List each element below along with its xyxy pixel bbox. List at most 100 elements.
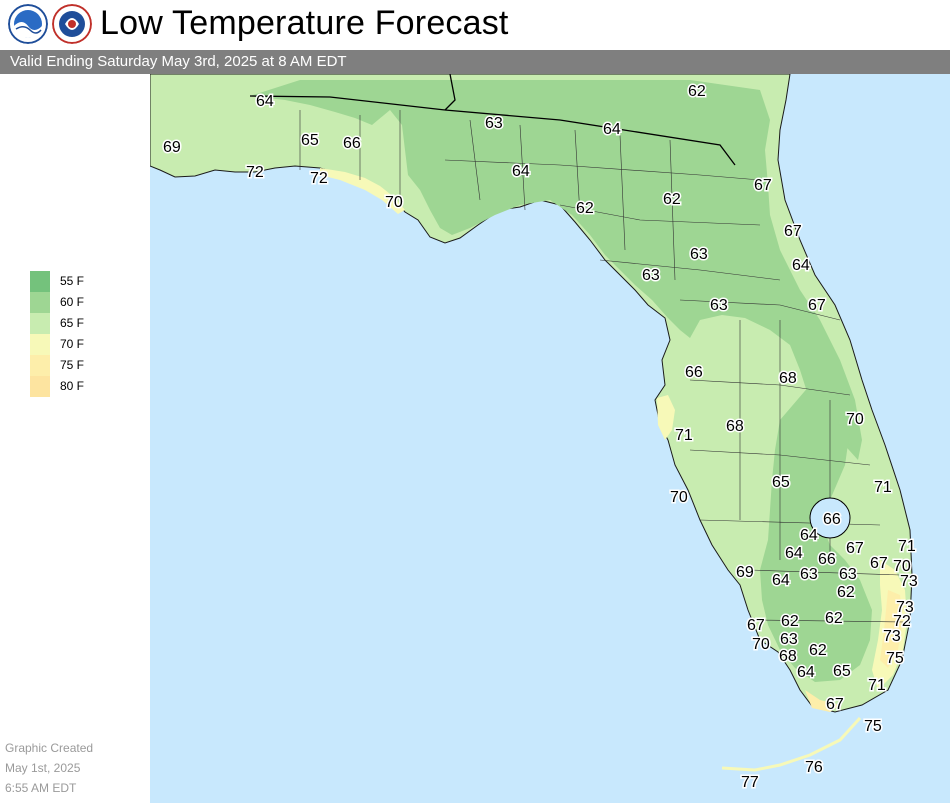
temp-label: 65 [772, 474, 790, 491]
temp-label: 76 [805, 759, 823, 776]
temp-label: 70 [385, 194, 403, 211]
temp-label: 63 [800, 566, 818, 583]
temp-label: 68 [779, 370, 797, 387]
temp-label: 64 [800, 527, 818, 544]
temp-label: 73 [900, 573, 918, 590]
temp-label: 70 [670, 489, 688, 506]
temp-label: 69 [736, 564, 754, 581]
zone-70-75-tampa [657, 395, 675, 440]
temp-label: 62 [809, 642, 827, 659]
state-border-al-fl [249, 95, 446, 111]
temp-label: 63 [485, 115, 503, 132]
legend-item: 70 F [30, 334, 140, 355]
temp-label: 62 [688, 83, 706, 100]
temp-label: 71 [874, 479, 892, 496]
temp-label: 62 [663, 191, 681, 208]
nws-logo [52, 4, 92, 44]
legend-item: 65 F [30, 313, 140, 334]
lake-okeechobee [809, 497, 851, 539]
temp-label: 62 [825, 610, 843, 627]
temp-label: 67 [870, 555, 888, 572]
temp-label: 75 [864, 718, 882, 735]
temp-label: 70 [752, 636, 770, 653]
legend-swatch [30, 334, 50, 355]
temp-label: 62 [781, 613, 799, 630]
forecast-map: 64 62 63 64 69 72 72 65 66 70 64 62 62 6… [150, 74, 950, 803]
legend-item: 80 F [30, 376, 140, 397]
temp-label: 63 [780, 631, 798, 648]
sidebar: 55 F 60 F 65 F 70 F 75 F 80 F Graphic Cr… [0, 74, 150, 803]
legend-label: 55 F [60, 274, 85, 288]
temp-label: 64 [792, 257, 810, 274]
temp-label: 67 [846, 540, 864, 557]
temp-label: 66 [685, 364, 703, 381]
legend-label: 75 F [60, 358, 85, 372]
graphic-created-date: May 1st, 2025 [5, 761, 81, 775]
temp-label: 67 [784, 223, 802, 240]
legend-item: 75 F [30, 355, 140, 376]
temperature-labels: 64 62 63 64 69 72 72 65 66 70 64 62 62 6… [162, 82, 920, 793]
temp-label: 67 [747, 617, 765, 634]
valid-time-bar: Valid Ending Saturday May 3rd, 2025 at 8… [0, 50, 950, 74]
county-lines [299, 110, 906, 623]
temp-label: 71 [675, 427, 693, 444]
temp-label: 67 [754, 177, 772, 194]
temp-label: 66 [343, 135, 361, 152]
temp-label: 70 [846, 411, 864, 428]
legend-swatch [30, 292, 50, 313]
temp-label: 67 [826, 696, 844, 713]
legend-label: 65 F [60, 316, 85, 330]
temp-label: 77 [741, 774, 759, 791]
temp-label: 62 [837, 584, 855, 601]
temp-label: 64 [797, 664, 815, 681]
noaa-logo [8, 4, 48, 44]
temp-label: 73 [883, 628, 901, 645]
temp-label: 66 [823, 511, 841, 528]
legend-label: 60 F [60, 295, 85, 309]
page-title: Low Temperature Forecast [100, 4, 509, 42]
temp-label: 72 [310, 170, 328, 187]
temp-label: 64 [512, 163, 530, 180]
temp-label: 70 [893, 558, 911, 575]
temp-label: 63 [839, 566, 857, 583]
temp-label: 69 [163, 139, 181, 156]
temp-label: 64 [603, 121, 621, 138]
temp-label: 65 [301, 132, 319, 149]
legend-label: 70 F [60, 337, 85, 351]
legend-item: 60 F [30, 292, 140, 313]
temp-label: 66 [818, 551, 836, 568]
temp-label: 65 [833, 663, 851, 680]
graphic-created-time: 6:55 AM EDT [5, 781, 77, 795]
legend-swatch [30, 313, 50, 334]
valid-time-text: Valid Ending Saturday May 3rd, 2025 at 8… [10, 53, 347, 70]
temp-label: 62 [576, 200, 594, 217]
temp-label: 68 [779, 648, 797, 665]
florida-keys [721, 716, 862, 772]
zone-70-75-keys [805, 690, 840, 712]
legend-swatch [30, 355, 50, 376]
temp-label: 72 [246, 164, 264, 181]
temp-label: 75 [886, 650, 904, 667]
legend-swatch [30, 376, 50, 397]
temp-label: 63 [642, 267, 660, 284]
temp-label: 64 [256, 93, 274, 110]
zone-60-65 [250, 80, 862, 460]
temp-label: 68 [726, 418, 744, 435]
temp-label: 73 [896, 599, 914, 616]
temp-label: 67 [808, 297, 826, 314]
legend-item: 55 F [30, 271, 140, 292]
temp-label: 71 [868, 677, 886, 694]
state-border-al-ga [444, 74, 456, 111]
temp-label: 64 [785, 545, 803, 562]
graphic-created-label: Graphic Created [5, 741, 94, 755]
legend-label: 80 F [60, 379, 85, 393]
temp-label: 72 [893, 613, 911, 630]
zone-75-80-east [880, 590, 903, 668]
temp-label: 64 [772, 572, 790, 589]
temp-label: 63 [690, 246, 708, 263]
temp-label: 71 [898, 538, 916, 555]
header: Low Temperature Forecast [0, 0, 950, 50]
legend-swatch [30, 271, 50, 292]
state-border-ga-fl [444, 109, 736, 166]
temp-label: 63 [710, 297, 728, 314]
